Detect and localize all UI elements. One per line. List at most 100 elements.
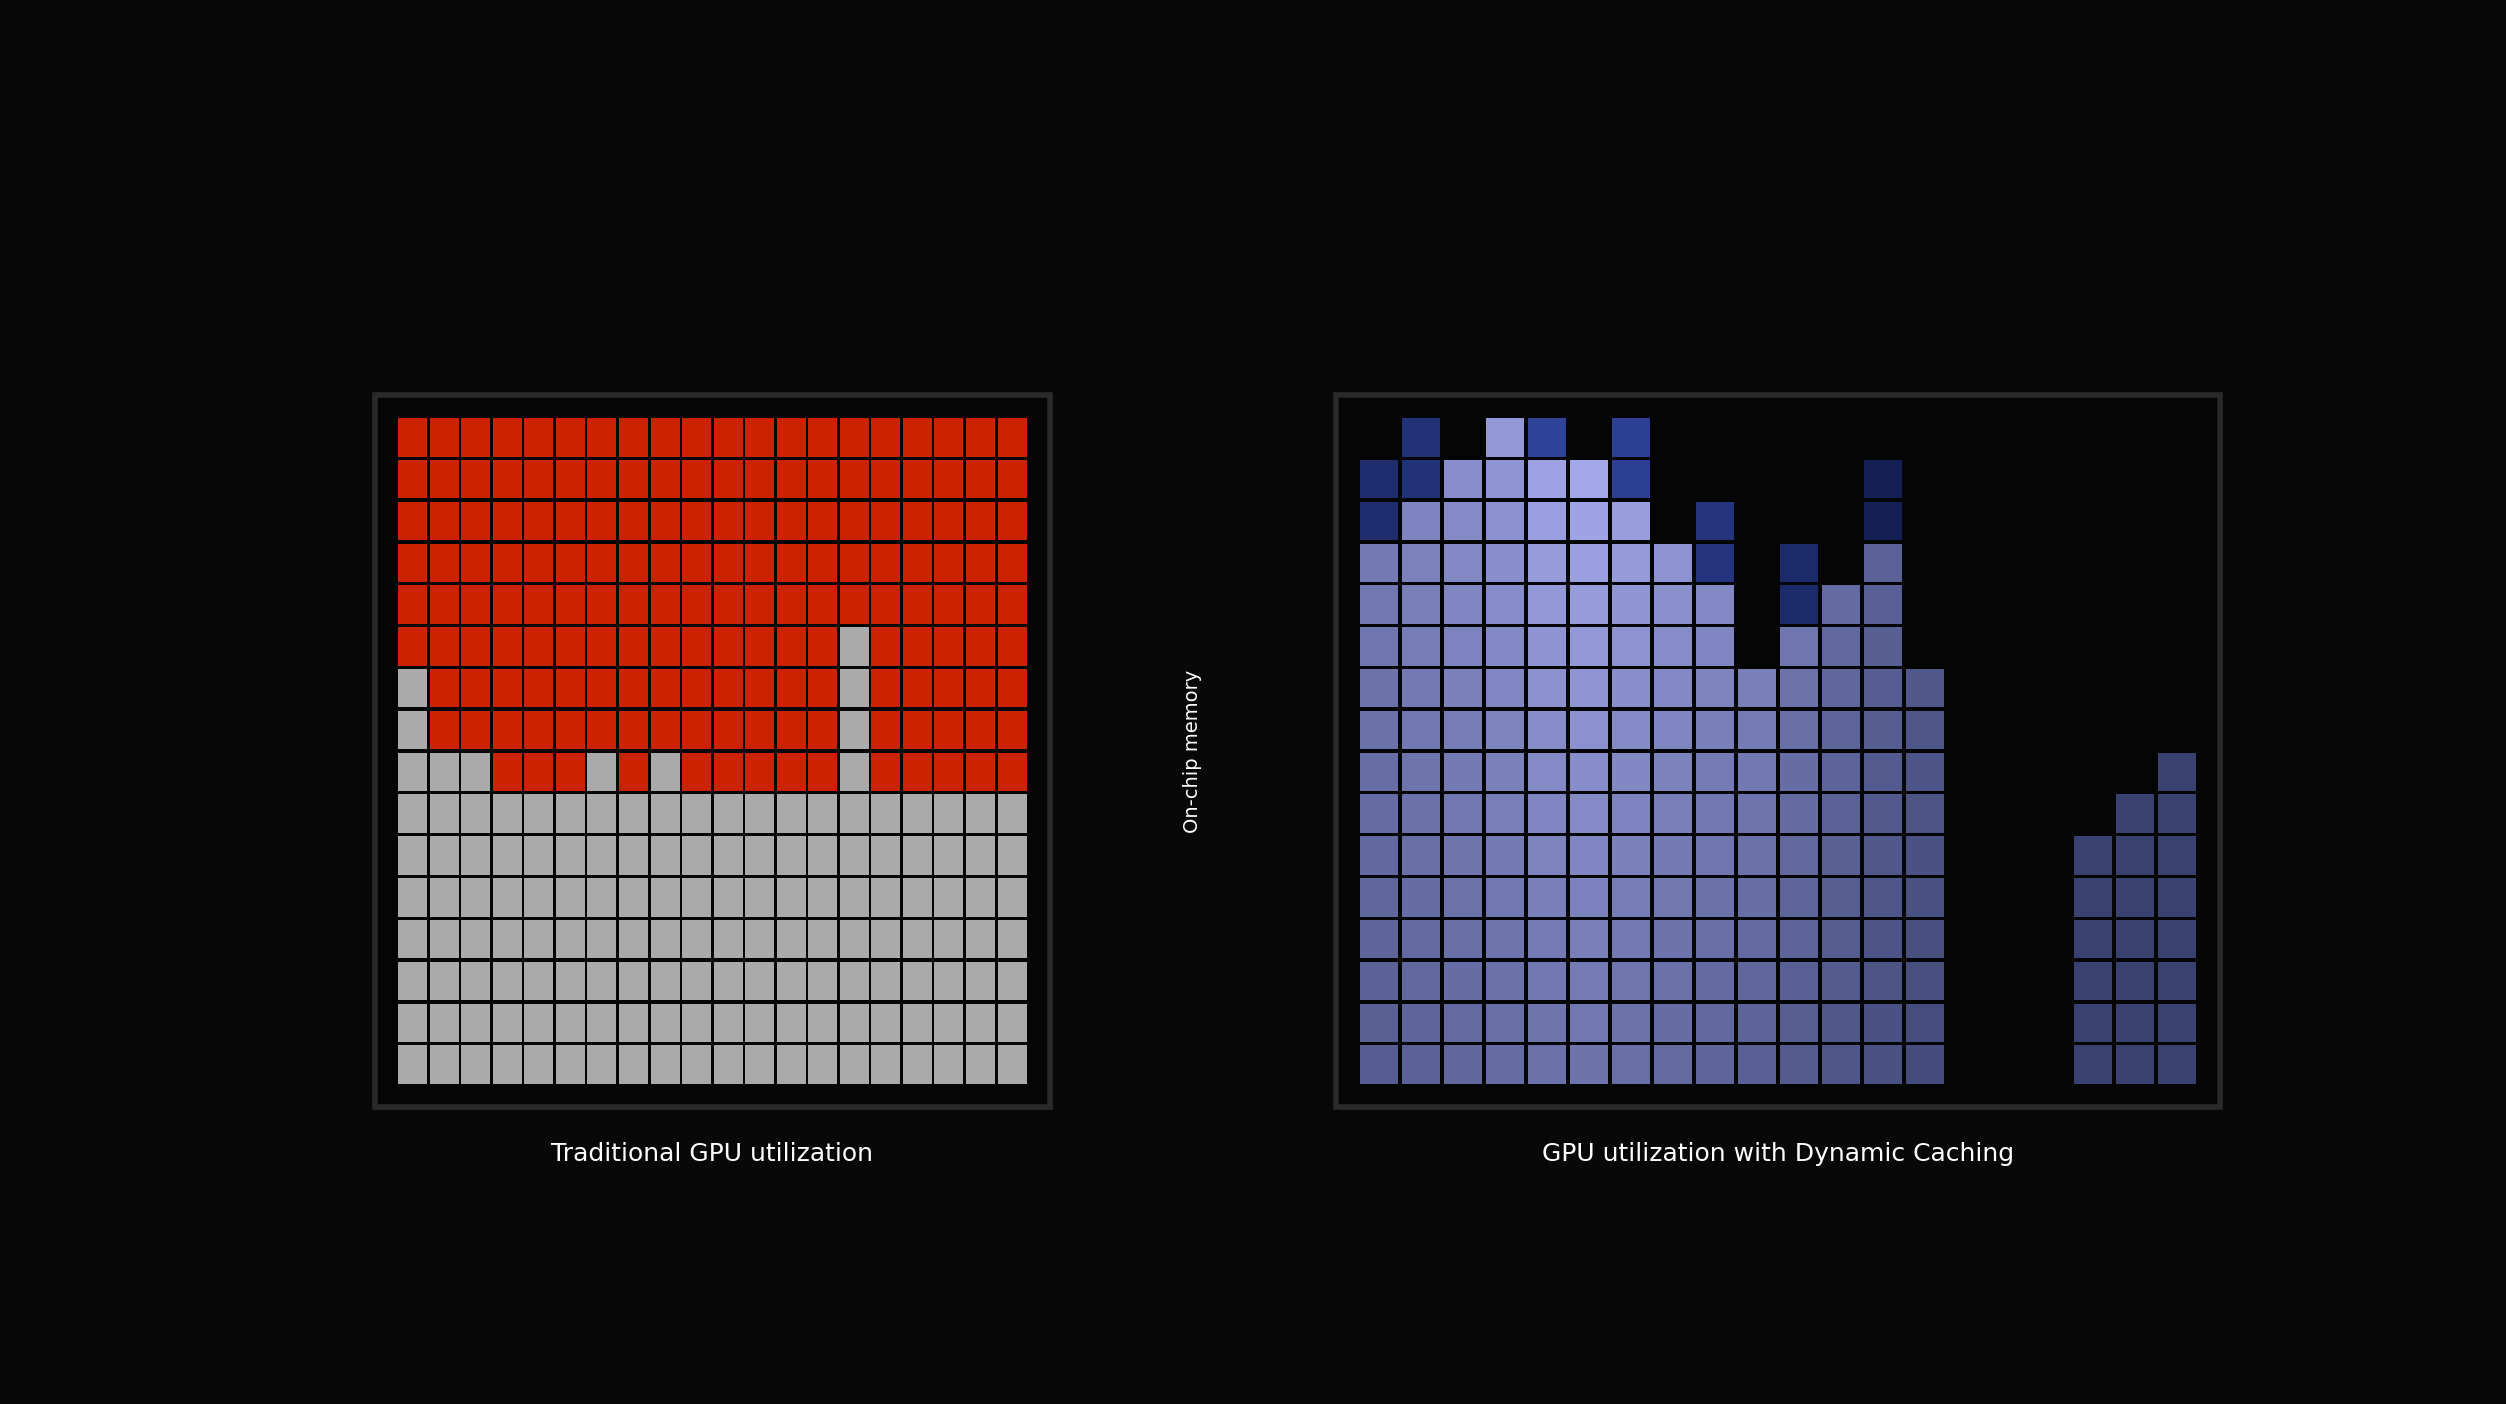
Bar — [494, 461, 521, 498]
Bar — [1864, 501, 1902, 541]
Bar — [1529, 628, 1566, 665]
Bar — [902, 628, 932, 665]
Bar — [1697, 585, 1734, 623]
Bar — [586, 837, 616, 875]
Bar — [1779, 795, 1819, 833]
Bar — [524, 878, 554, 917]
Bar — [586, 543, 616, 583]
Bar — [461, 795, 491, 833]
Bar — [1486, 418, 1524, 456]
Bar — [1486, 543, 1524, 583]
Bar — [1822, 962, 1859, 1000]
Bar — [744, 501, 774, 541]
Bar — [1822, 920, 1859, 959]
Bar — [935, 628, 962, 665]
Bar — [777, 878, 807, 917]
Bar — [398, 670, 426, 708]
Bar — [872, 461, 900, 498]
Bar — [965, 837, 995, 875]
Bar — [398, 461, 426, 498]
Bar — [714, 962, 742, 1000]
Bar — [809, 962, 837, 1000]
Bar — [1864, 962, 1902, 1000]
Bar — [809, 1046, 837, 1084]
Bar — [714, 670, 742, 708]
Bar — [586, 585, 616, 623]
Bar — [935, 837, 962, 875]
Bar — [1697, 1004, 1734, 1042]
Bar — [714, 710, 742, 750]
Bar — [586, 670, 616, 708]
Bar — [965, 543, 995, 583]
Bar — [1529, 1046, 1566, 1084]
Bar — [902, 920, 932, 959]
Bar — [1443, 1046, 1481, 1084]
Bar — [1569, 920, 1609, 959]
Text: GPU utilization with Dynamic Caching: GPU utilization with Dynamic Caching — [1541, 1141, 2015, 1165]
Bar — [524, 837, 554, 875]
Bar — [652, 501, 679, 541]
Bar — [777, 543, 807, 583]
Bar — [714, 585, 742, 623]
Bar — [777, 461, 807, 498]
Bar — [1486, 878, 1524, 917]
Bar — [556, 585, 584, 623]
Bar — [1529, 585, 1566, 623]
Bar — [619, 628, 649, 665]
Bar — [1361, 962, 1398, 1000]
Bar — [461, 501, 491, 541]
Bar — [2158, 753, 2195, 790]
Bar — [1401, 1004, 1441, 1042]
Bar — [1822, 795, 1859, 833]
Bar — [1529, 543, 1566, 583]
Bar — [652, 1046, 679, 1084]
Bar — [1401, 878, 1441, 917]
Bar — [1779, 628, 1819, 665]
Bar — [1654, 543, 1692, 583]
Bar — [872, 585, 900, 623]
Bar — [2158, 1004, 2195, 1042]
Bar — [935, 878, 962, 917]
Bar — [1697, 710, 1734, 750]
Bar — [997, 543, 1027, 583]
Bar — [1443, 710, 1481, 750]
Bar — [461, 753, 491, 790]
Bar — [586, 878, 616, 917]
Bar — [2075, 1004, 2113, 1042]
Bar — [777, 418, 807, 456]
Bar — [714, 628, 742, 665]
Bar — [809, 920, 837, 959]
Bar — [1486, 585, 1524, 623]
Bar — [1697, 501, 1734, 541]
Bar — [997, 837, 1027, 875]
Bar — [840, 461, 870, 498]
Bar — [524, 501, 554, 541]
Bar — [1611, 543, 1651, 583]
Bar — [1737, 710, 1777, 750]
Bar — [1779, 710, 1819, 750]
Bar — [1569, 501, 1609, 541]
Bar — [2115, 837, 2155, 875]
Bar — [652, 418, 679, 456]
Bar — [1569, 1004, 1609, 1042]
Bar — [1737, 837, 1777, 875]
Bar — [1443, 962, 1481, 1000]
Bar — [1697, 962, 1734, 1000]
Bar — [494, 501, 521, 541]
Bar — [1905, 962, 1945, 1000]
Bar — [619, 920, 649, 959]
Bar — [840, 962, 870, 1000]
Bar — [652, 962, 679, 1000]
Bar — [965, 962, 995, 1000]
Bar — [1529, 418, 1566, 456]
Bar — [524, 628, 554, 665]
Bar — [2115, 962, 2155, 1000]
Bar — [586, 962, 616, 1000]
Bar — [872, 628, 900, 665]
Bar — [1822, 1004, 1859, 1042]
Bar — [809, 753, 837, 790]
Bar — [777, 795, 807, 833]
Bar — [1361, 670, 1398, 708]
Bar — [809, 501, 837, 541]
Bar — [524, 418, 554, 456]
